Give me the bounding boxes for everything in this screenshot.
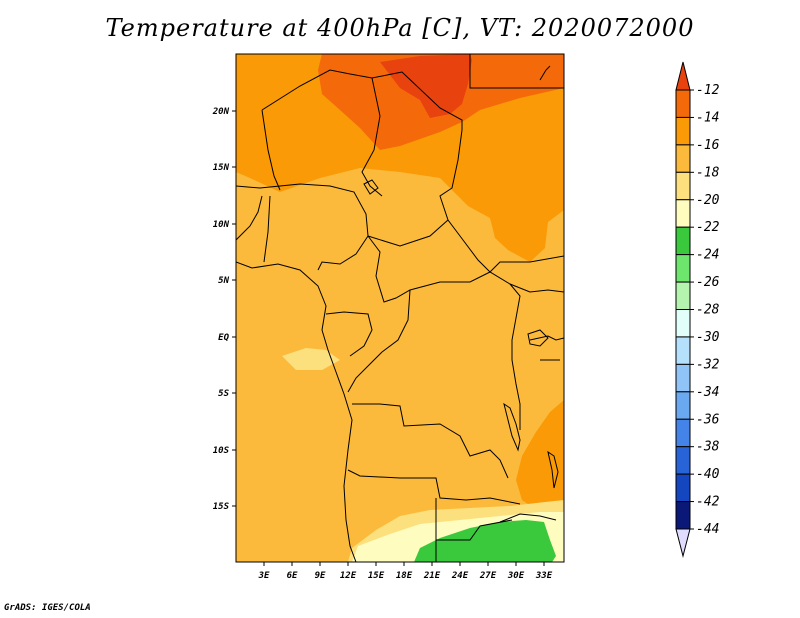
- lon-label-27e: 27E: [479, 571, 497, 581]
- colorbar-label: -18: [696, 165, 720, 180]
- colorbar-label: -12: [696, 83, 720, 98]
- colorbar-bottom-arrow: [675, 528, 691, 558]
- colorbar-cell: [675, 281, 691, 310]
- field-patch-minus20-equator: [282, 348, 340, 370]
- lake-chad: [363, 179, 379, 195]
- lat-label-5s: 5S: [218, 389, 229, 399]
- colorbar-label: -36: [696, 412, 720, 427]
- border-nigeria: [236, 183, 369, 271]
- lake-malawi: [547, 450, 559, 489]
- colorbar-top-arrow: [675, 61, 691, 91]
- border-angola-south: [347, 469, 521, 505]
- border-westafrica-inner: [236, 195, 271, 263]
- border-namibia-botswana: [435, 498, 513, 562]
- colorbar-cell: [675, 418, 691, 448]
- lat-label-15s: 15S: [213, 502, 230, 512]
- colorbar-label: -38: [696, 440, 720, 455]
- lat-labels: 20N 15N 10N 5N EQ 5S 10S 15S: [212, 107, 230, 512]
- colorbar-cell: [675, 226, 691, 256]
- border-zambia-zim: [499, 513, 557, 523]
- colorbar-label: -24: [696, 248, 719, 263]
- colorbar-cell: [675, 144, 691, 173]
- lat-label-10s: 10S: [213, 446, 230, 456]
- colorbar-label: -40: [696, 467, 720, 482]
- colorbar-cell: [675, 199, 691, 228]
- colorbar-label: -32: [696, 357, 720, 372]
- lon-label-12e: 12E: [340, 571, 357, 581]
- map-frame: [235, 53, 565, 563]
- lon-label-21e: 21E: [423, 571, 441, 581]
- lon-axis: [263, 562, 545, 566]
- lat-label-10n: 10N: [213, 220, 230, 230]
- lon-label-30e: 30E: [507, 571, 525, 581]
- lon-labels: 3E 6E 9E 12E 15E 18E 21E 24E 27E 30E 33E: [258, 571, 553, 581]
- colorbar-cell: [675, 391, 691, 420]
- colorbar-label: -20: [696, 193, 720, 208]
- border-sudan-southsudan: [489, 255, 564, 273]
- border-eastafrica: [529, 335, 564, 361]
- colorbar-label: -16: [696, 138, 720, 153]
- border-chad-car: [367, 219, 449, 247]
- colorbar-label: -26: [696, 275, 720, 290]
- lat-label-eq: EQ: [218, 333, 229, 343]
- lon-label-9e: 9E: [315, 571, 326, 581]
- lon-label-6e: 6E: [287, 571, 298, 581]
- colorbar-cell: [675, 501, 691, 530]
- colorbar-label: -44: [696, 522, 719, 537]
- colorbar-label: -42: [696, 495, 720, 510]
- border-mali-niger: [261, 109, 281, 191]
- colorbar-cell: [675, 116, 691, 146]
- colorbar-cell: [675, 309, 691, 338]
- lat-label-15n: 15N: [213, 163, 230, 173]
- colorbar-cell: [675, 89, 691, 118]
- lat-label-20n: 20N: [212, 107, 230, 117]
- colorbar-label: -30: [696, 330, 720, 345]
- lake-victoria: [527, 329, 549, 347]
- field-band-minus24: [414, 520, 556, 562]
- lat-label-5n: 5N: [218, 276, 229, 286]
- lake-tanganyika: [503, 402, 521, 452]
- red-sea-coast: [539, 65, 551, 81]
- lon-label-3e: 3E: [258, 571, 270, 581]
- lon-label-24e: 24E: [451, 571, 469, 581]
- colorbar-cell: [675, 446, 691, 475]
- border-sudan-egypt: [469, 54, 564, 89]
- chart-title: Temperature at 400hPa [C], VT: 202007200…: [105, 14, 695, 42]
- country-borders: [236, 54, 564, 562]
- colorbar-labels: -12 -14 -16 -18 -20 -22 -24 -26 -28 -30 -32 -34 -36 -…: [690, 83, 720, 537]
- lon-label-15e: 15E: [368, 571, 385, 581]
- colorbar-label: -14: [696, 110, 719, 125]
- colorbar-label: -34: [696, 385, 719, 400]
- border-drc-angola: [352, 403, 509, 479]
- colorbar-label: -22: [696, 220, 720, 235]
- field-band-minus12: [380, 54, 472, 118]
- border-chad-sudan: [439, 129, 491, 273]
- border-niger-chad: [361, 77, 383, 197]
- lat-axis: [232, 110, 236, 507]
- border-drc-east: [509, 283, 521, 430]
- temperature-field: [236, 54, 564, 562]
- border-congo-drc: [347, 289, 411, 393]
- colorbar-cells: [675, 89, 691, 530]
- border-gabon-congo: [325, 311, 373, 357]
- colorbar-cell: [675, 171, 691, 201]
- border-cameroon-car: [367, 235, 564, 303]
- lon-label-33e: 33E: [535, 571, 553, 581]
- border-sahara-north: [261, 69, 463, 130]
- colorbar: -12 -14 -16 -18 -20 -22 -24 -26 -28 -30 -32 -34 -36 -…: [675, 61, 720, 558]
- colorbar-cell: [675, 473, 691, 503]
- grads-credit: GrADS: IGES/COLA: [4, 603, 91, 613]
- field-band-minus16-southeast: [516, 400, 564, 520]
- colorbar-cell: [675, 336, 691, 365]
- coastline-west: [236, 261, 357, 562]
- lon-label-18e: 18E: [396, 571, 413, 581]
- colorbar-label: -28: [696, 303, 720, 318]
- colorbar-cell: [675, 363, 691, 393]
- colorbar-cell: [675, 254, 691, 283]
